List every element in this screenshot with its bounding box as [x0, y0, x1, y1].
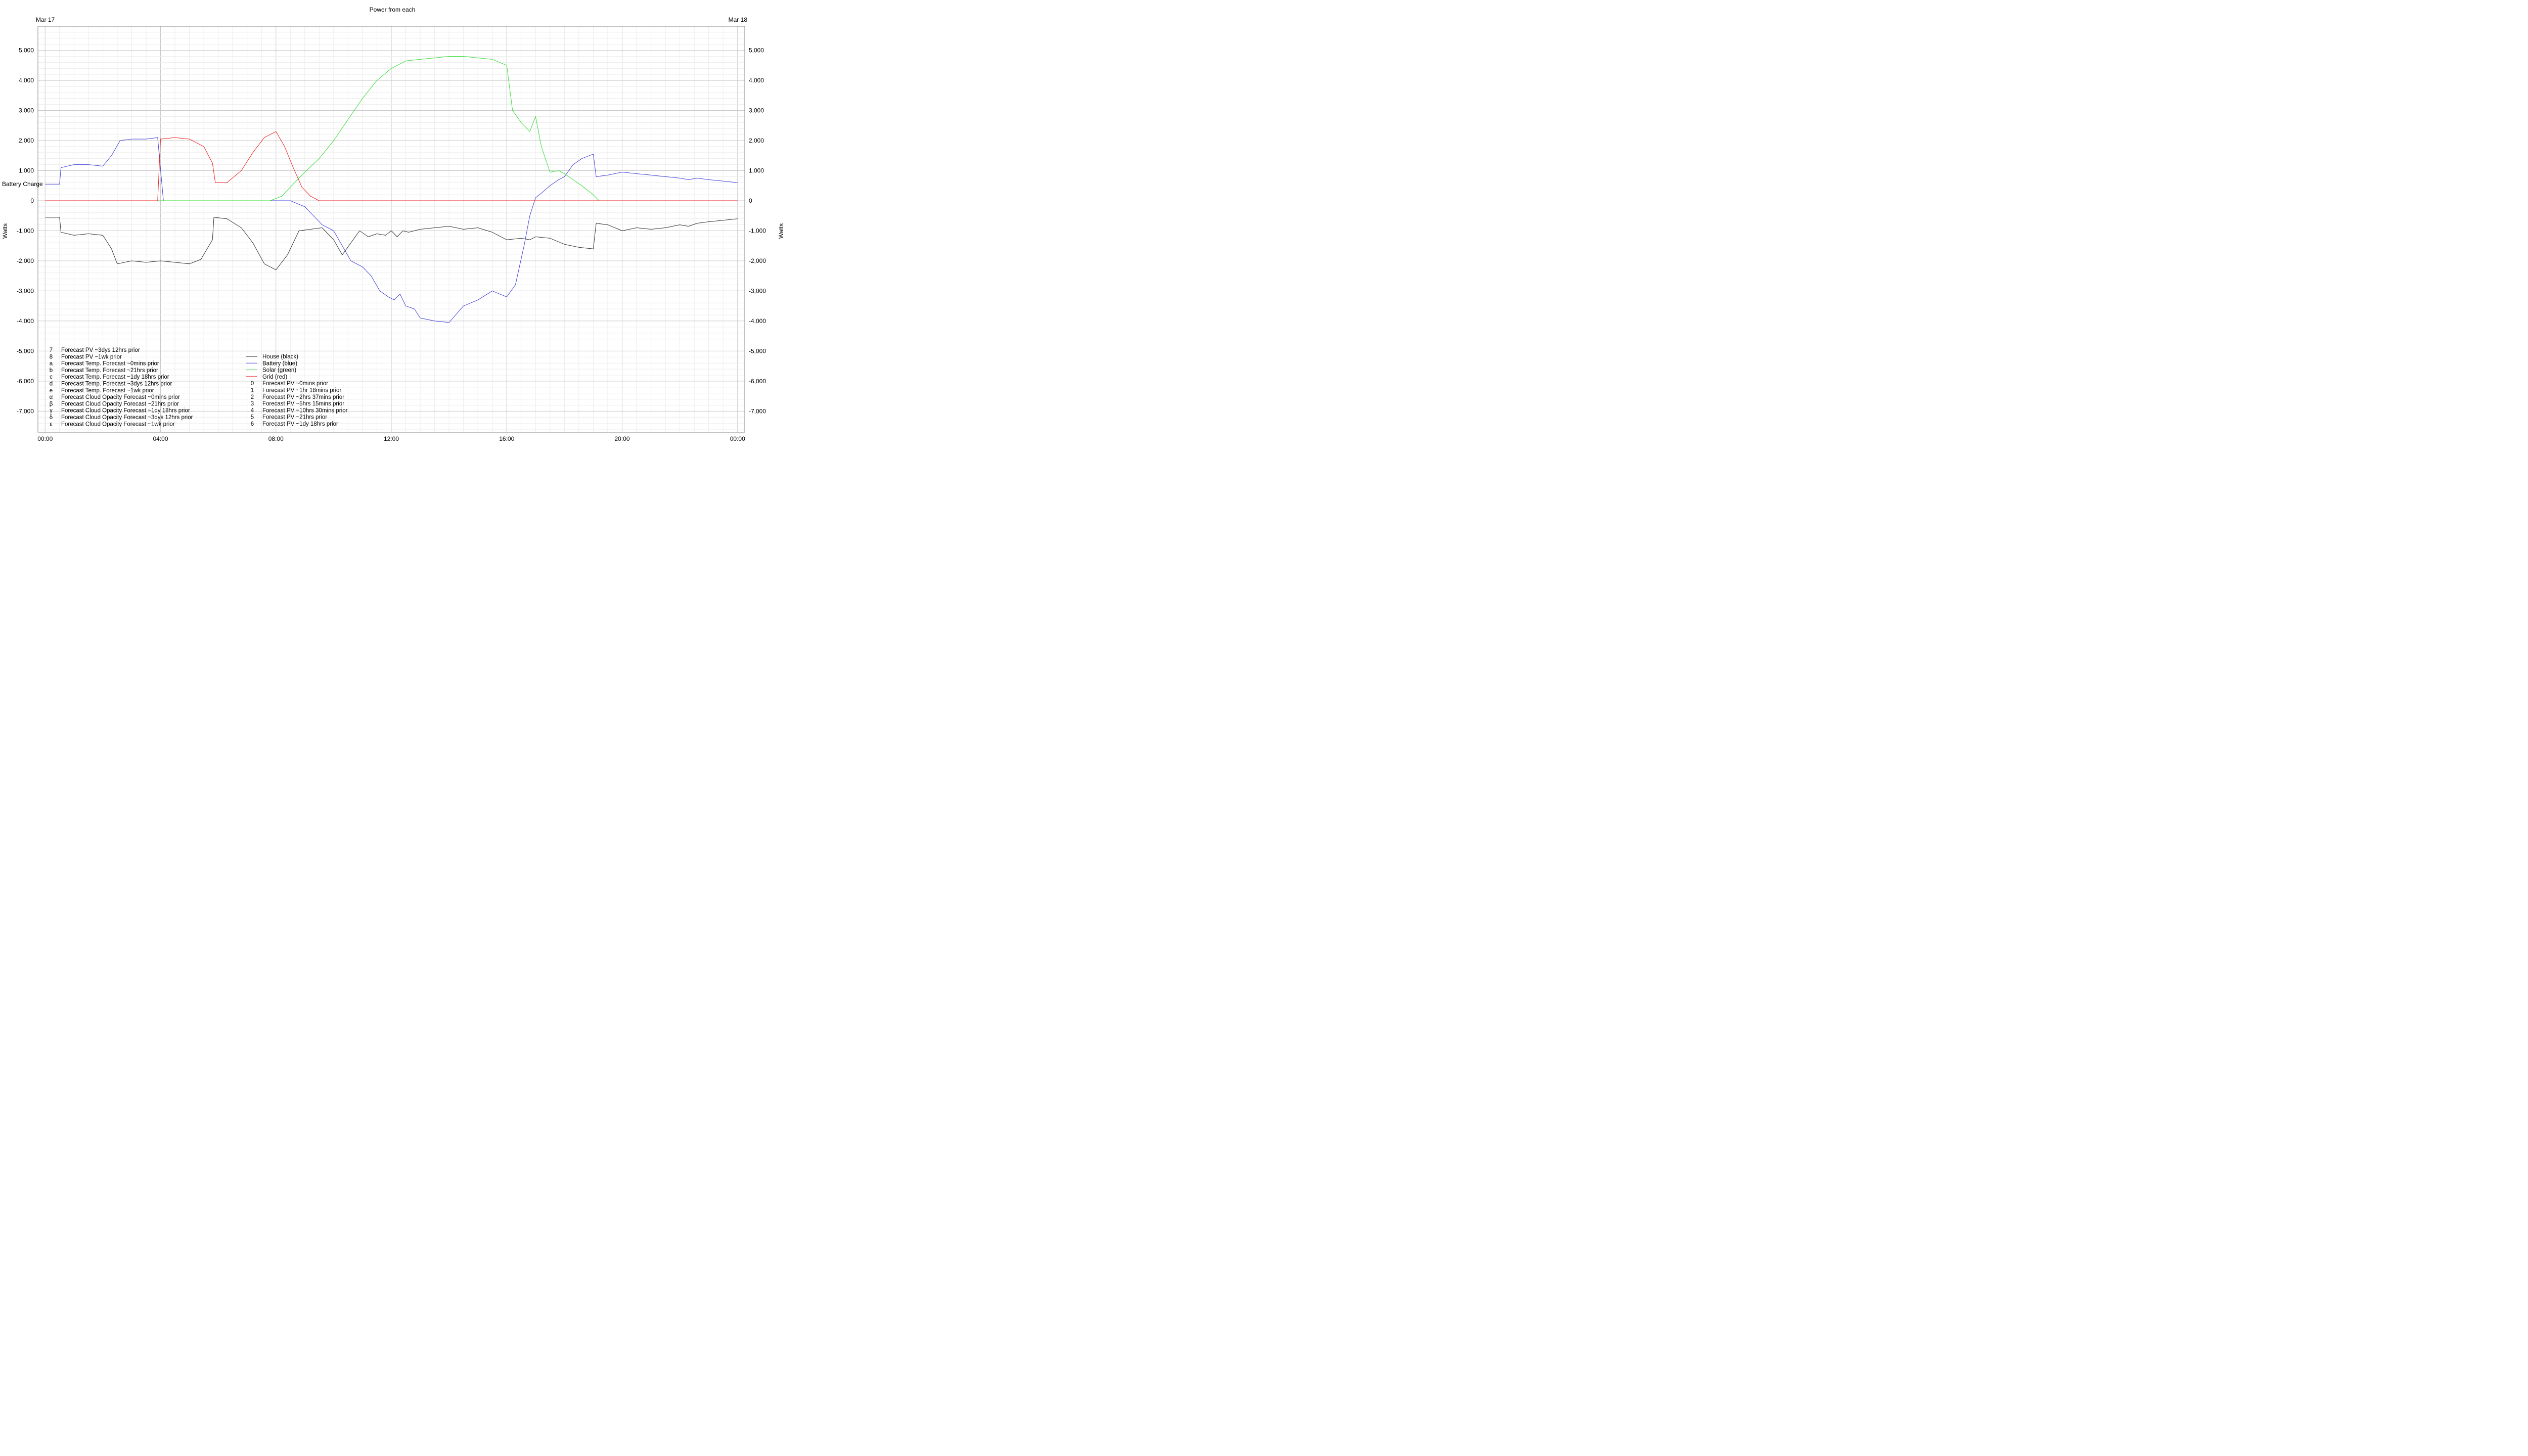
legend-symbol: a: [50, 361, 53, 367]
legend-label: Forecast PV ~1dy 18hrs prior: [262, 421, 338, 427]
y-tick-label-right: -3,000: [749, 287, 766, 294]
y-tick-label-right: -2,000: [749, 257, 766, 264]
legend-symbol: 2: [251, 394, 254, 400]
date-label-right: Mar 18: [729, 16, 748, 23]
y-axis-label-right: Watts: [778, 223, 785, 239]
y-tick-label-right: 4,000: [749, 77, 764, 84]
legend-label: Solar (green): [262, 368, 296, 374]
y-tick-label-right: -4,000: [749, 317, 766, 325]
legend-symbol: 0: [251, 381, 254, 387]
y-tick-label-left: -5,000: [17, 347, 34, 354]
legend-symbol: δ: [50, 415, 53, 421]
legend-label: Forecast PV ~21hrs prior: [262, 415, 327, 421]
x-tick-label: 00:00: [730, 435, 745, 442]
y-tick-label-left: 4,000: [19, 77, 34, 84]
y-tick-label-left: -6,000: [17, 378, 34, 385]
legend-symbol: 5: [251, 415, 254, 421]
y-tick-label-right: -7,000: [749, 407, 766, 415]
plot-frame: [37, 26, 745, 433]
y-tick-label-left: -3,000: [17, 287, 34, 294]
legend-label: Forecast PV ~3dys 12hrs prior: [61, 347, 140, 353]
legend-symbol: β: [50, 401, 53, 407]
legend-label: Forecast PV ~0mins prior: [262, 381, 328, 387]
legend-label: Battery (blue): [262, 360, 297, 367]
legend-symbol: e: [50, 388, 53, 394]
legend-symbol: ε: [50, 421, 52, 427]
legend-label: Forecast Temp. Forecast ~1wk prior: [61, 388, 154, 394]
y-tick-label-left: 2,000: [19, 137, 34, 144]
chart-canvas: Power from each Mar 17 Mar 18 Watts Watt…: [2, 6, 785, 442]
legend-symbol: 8: [50, 354, 53, 360]
battery-charge-label: Battery Charge: [2, 180, 43, 188]
x-tick-label: 00:00: [37, 435, 53, 442]
legend-symbol: 4: [251, 407, 254, 414]
legend-label: Grid (red): [262, 374, 287, 380]
legend-label: Forecast Cloud Opacity Forecast ~3dys 12…: [61, 415, 193, 421]
y-tick-label-right: 0: [749, 197, 752, 204]
legend-symbol: γ: [50, 408, 53, 414]
y-tick-label-left: 3,000: [19, 107, 34, 114]
y-tick-label-left: -1,000: [17, 227, 34, 234]
legend-label: House (black): [262, 354, 298, 360]
legend-label: Forecast Temp. Forecast ~0mins prior: [61, 361, 159, 367]
y-tick-label-right: -6,000: [749, 378, 766, 385]
legend-symbol: 7: [50, 347, 53, 353]
y-tick-label-left: -4,000: [17, 317, 34, 325]
chart-title: Power from each: [370, 6, 416, 13]
legend-symbol: c: [50, 374, 53, 380]
legend-label: Forecast Cloud Opacity Forecast ~1dy 18h…: [61, 408, 190, 414]
x-tick-label: 16:00: [499, 435, 514, 442]
legend-label: Forecast Cloud Opacity Forecast ~0mins p…: [61, 394, 180, 400]
legend-label: Forecast Cloud Opacity Forecast ~21hrs p…: [61, 401, 179, 407]
legend-label: Forecast Cloud Opacity Forecast ~1wk pri…: [61, 421, 175, 427]
legend-symbol: 3: [251, 401, 254, 407]
y-tick-label-right: -1,000: [749, 227, 766, 234]
power-chart: Power from each Mar 17 Mar 18 Watts Watt…: [0, 0, 785, 445]
legend-label: Forecast PV ~1wk prior: [61, 354, 122, 360]
y-tick-label-right: -5,000: [749, 347, 766, 354]
legend-label: Forecast PV ~1hr 18mins prior: [262, 388, 341, 394]
legend-label: Forecast PV ~5hrs 15mins prior: [262, 401, 344, 407]
x-tick-label: 04:00: [153, 435, 168, 442]
y-tick-label-right: 3,000: [749, 107, 764, 114]
y-axis-label-left: Watts: [2, 223, 9, 239]
x-tick-label: 08:00: [268, 435, 284, 442]
y-tick-label-left: -2,000: [17, 257, 34, 264]
series-line: [45, 137, 738, 323]
legend-symbol: α: [50, 394, 53, 400]
legend-symbol: 1: [251, 388, 254, 394]
y-tick-label-right: 1,000: [749, 167, 764, 174]
y-tick-label-left: -7,000: [17, 407, 34, 415]
y-tick-label-left: 5,000: [19, 47, 34, 54]
legend-label: Forecast Temp. Forecast ~21hrs prior: [61, 368, 158, 374]
y-tick-label-left: 1,000: [19, 167, 34, 174]
x-tick-label: 12:00: [384, 435, 399, 442]
x-tick-label: 20:00: [614, 435, 629, 442]
date-label-left: Mar 17: [36, 16, 55, 23]
legend-label: Forecast PV ~2hrs 37mins prior: [262, 394, 344, 400]
series-line: [45, 56, 738, 201]
series-line: [45, 131, 738, 201]
legend-symbol: d: [50, 381, 53, 387]
y-tick-label-left: 0: [30, 197, 34, 204]
legend-symbol: 6: [251, 421, 254, 427]
series-line: [45, 217, 738, 270]
legend-label: Forecast PV ~10hrs 30mins prior: [262, 407, 348, 414]
legend-symbol: b: [50, 368, 53, 374]
y-tick-label-right: 5,000: [749, 47, 764, 54]
legend-label: Forecast Temp. Forecast ~3dys 12hrs prio…: [61, 381, 172, 387]
y-tick-label-right: 2,000: [749, 137, 764, 144]
legend-label: Forecast Temp. Forecast ~1dy 18hrs prior: [61, 374, 169, 380]
